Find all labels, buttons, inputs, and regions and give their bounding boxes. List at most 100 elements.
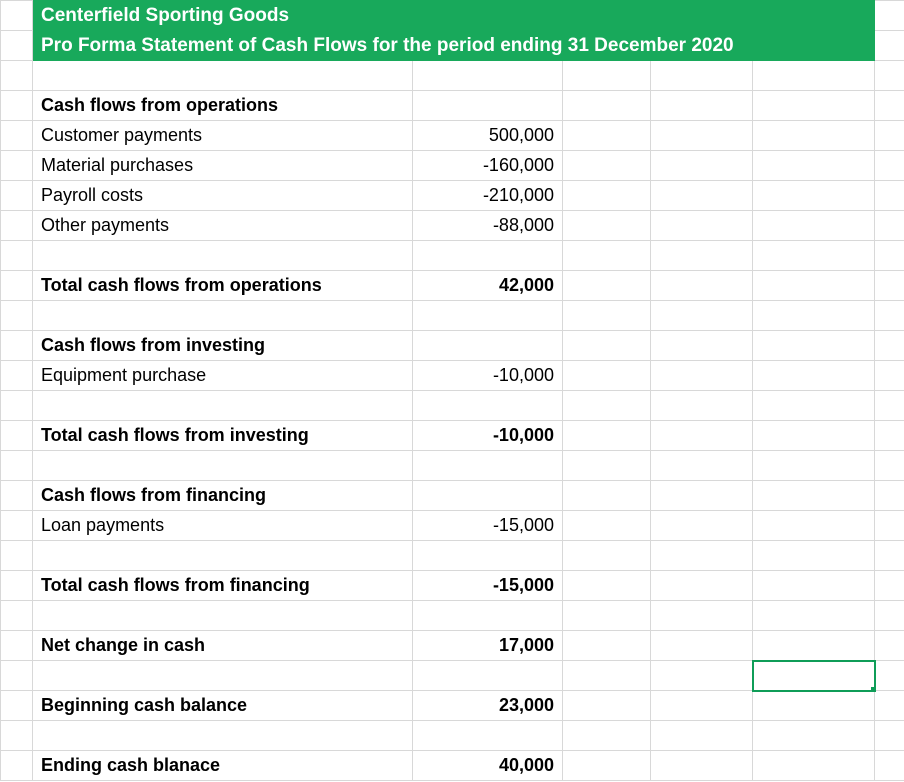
cell[interactable] [33, 391, 413, 421]
fin-total-label[interactable]: Total cash flows from financing [33, 571, 413, 601]
cell[interactable] [563, 661, 651, 691]
cell[interactable] [875, 571, 904, 601]
cell[interactable] [875, 61, 904, 91]
cell[interactable] [563, 181, 651, 211]
cell[interactable] [651, 391, 753, 421]
cell[interactable] [563, 601, 651, 631]
cell[interactable] [563, 121, 651, 151]
inv-item-label[interactable]: Equipment purchase [33, 361, 413, 391]
cell[interactable] [413, 601, 563, 631]
cell[interactable] [1, 271, 33, 301]
cell[interactable] [651, 601, 753, 631]
cell[interactable] [753, 721, 875, 751]
cell[interactable] [33, 61, 413, 91]
cell[interactable] [1, 1, 33, 31]
cell[interactable] [563, 631, 651, 661]
cell[interactable] [563, 541, 651, 571]
cell[interactable] [651, 451, 753, 481]
ops-item-value[interactable]: -210,000 [413, 181, 563, 211]
cell[interactable] [1, 661, 33, 691]
ops-item-label[interactable]: Customer payments [33, 121, 413, 151]
cell[interactable] [33, 661, 413, 691]
cell[interactable] [1, 61, 33, 91]
cell[interactable] [753, 91, 875, 121]
cell[interactable] [413, 391, 563, 421]
cell[interactable] [651, 331, 753, 361]
fin-total-value[interactable]: -15,000 [413, 571, 563, 601]
cell[interactable] [875, 241, 904, 271]
cell[interactable] [875, 271, 904, 301]
cell[interactable] [563, 691, 651, 721]
title-statement[interactable]: Pro Forma Statement of Cash Flows for th… [33, 31, 875, 61]
cell[interactable] [753, 211, 875, 241]
cell[interactable] [563, 331, 651, 361]
cell[interactable] [753, 691, 875, 721]
cell[interactable] [651, 481, 753, 511]
ops-item-label[interactable]: Payroll costs [33, 181, 413, 211]
cell[interactable] [563, 61, 651, 91]
cell[interactable] [875, 211, 904, 241]
cell[interactable] [875, 391, 904, 421]
cell[interactable] [753, 511, 875, 541]
end-balance-value[interactable]: 40,000 [413, 751, 563, 781]
cell[interactable] [1, 391, 33, 421]
cell[interactable] [563, 721, 651, 751]
cell[interactable] [753, 421, 875, 451]
cell[interactable] [563, 211, 651, 241]
cell[interactable] [1, 571, 33, 601]
cell[interactable] [753, 61, 875, 91]
cell[interactable] [1, 451, 33, 481]
end-balance-label[interactable]: Ending cash blanace [33, 751, 413, 781]
cell[interactable] [875, 721, 904, 751]
cell[interactable] [651, 751, 753, 781]
cell[interactable] [33, 301, 413, 331]
net-change-value[interactable]: 17,000 [413, 631, 563, 661]
cell[interactable] [875, 31, 904, 61]
cell[interactable] [1, 331, 33, 361]
cell[interactable] [1, 31, 33, 61]
cell[interactable] [563, 361, 651, 391]
cell[interactable] [875, 511, 904, 541]
cell[interactable] [1, 301, 33, 331]
title-company[interactable]: Centerfield Sporting Goods [33, 1, 875, 31]
net-change-label[interactable]: Net change in cash [33, 631, 413, 661]
cell[interactable] [33, 241, 413, 271]
begin-balance-label[interactable]: Beginning cash balance [33, 691, 413, 721]
ops-total-value[interactable]: 42,000 [413, 271, 563, 301]
cell[interactable] [563, 301, 651, 331]
ops-item-value[interactable]: -88,000 [413, 211, 563, 241]
cell[interactable] [413, 541, 563, 571]
cell[interactable] [563, 271, 651, 301]
cell[interactable] [563, 391, 651, 421]
cell[interactable] [875, 301, 904, 331]
cell[interactable] [651, 661, 753, 691]
ops-item-label[interactable]: Other payments [33, 211, 413, 241]
cell[interactable] [753, 331, 875, 361]
cell[interactable] [1, 91, 33, 121]
cell[interactable] [413, 61, 563, 91]
cell[interactable] [1, 601, 33, 631]
cell[interactable] [753, 541, 875, 571]
cell[interactable] [753, 451, 875, 481]
cell[interactable] [651, 181, 753, 211]
cell[interactable] [875, 151, 904, 181]
section-fin-title[interactable]: Cash flows from financing [33, 481, 413, 511]
ops-total-label[interactable]: Total cash flows from operations [33, 271, 413, 301]
cell[interactable] [875, 661, 904, 691]
cell[interactable] [413, 661, 563, 691]
section-inv-title[interactable]: Cash flows from investing [33, 331, 413, 361]
cell[interactable] [1, 241, 33, 271]
cell[interactable] [753, 571, 875, 601]
cell[interactable] [875, 121, 904, 151]
inv-total-label[interactable]: Total cash flows from investing [33, 421, 413, 451]
cell[interactable] [651, 631, 753, 661]
cell[interactable] [753, 151, 875, 181]
cell[interactable] [33, 721, 413, 751]
cell[interactable] [563, 151, 651, 181]
cell[interactable] [875, 541, 904, 571]
cell[interactable] [875, 421, 904, 451]
cell[interactable] [875, 361, 904, 391]
cell[interactable] [753, 481, 875, 511]
cell[interactable] [563, 421, 651, 451]
cell[interactable] [875, 631, 904, 661]
